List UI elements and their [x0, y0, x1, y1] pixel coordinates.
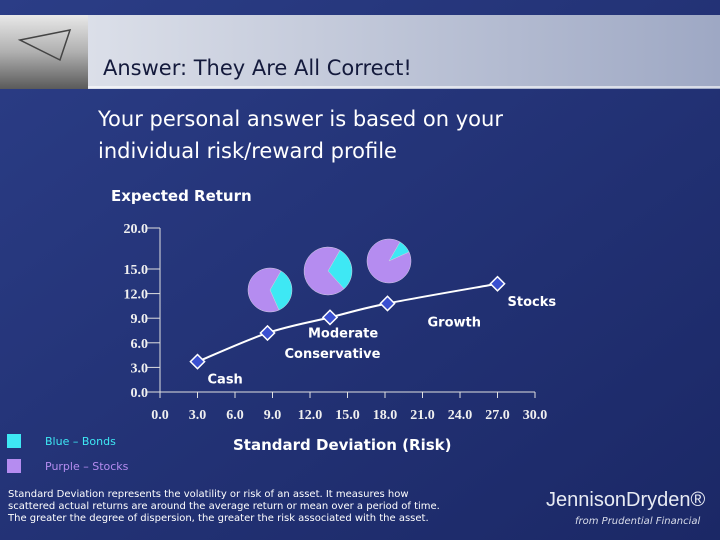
- x-tick-label: 24.0: [448, 408, 473, 423]
- x-tick-label: 12.0: [298, 408, 323, 423]
- pie-slice: [366, 238, 412, 284]
- x-tick-label: 30.0: [523, 408, 548, 423]
- y-tick-label: 15.0: [124, 263, 149, 278]
- point: [489, 275, 506, 292]
- footnote: Standard Deviation represents the volati…: [8, 489, 409, 500]
- x-tick-label: 3.0: [189, 408, 207, 423]
- x-tick-label: 0.0: [151, 408, 169, 423]
- x-tick-label: 21.0: [410, 408, 435, 423]
- x-tick-label: 15.0: [335, 408, 360, 423]
- y-tick-label: 0.0: [131, 386, 149, 401]
- x-tick-label: 18.0: [373, 408, 398, 423]
- y-tick-label: 3.0: [131, 361, 149, 376]
- x-tick-label: 27.0: [485, 408, 510, 423]
- x-axis-title: Standard Deviation (Risk): [233, 436, 451, 454]
- legend-swatch: [7, 459, 21, 473]
- y-axis-title: Expected Return: [111, 187, 252, 205]
- legend-swatch: [7, 434, 21, 448]
- point-label: Cash: [208, 373, 243, 388]
- photo-sail: [17, 29, 72, 62]
- title: Answer: They Are All Correct!: [103, 56, 412, 80]
- point-label: Growth: [428, 315, 482, 330]
- legend-label: Blue – Bonds: [45, 435, 116, 448]
- pie-slice: [327, 249, 353, 290]
- banner-rule: [88, 86, 720, 88]
- point-label: Conservative: [285, 347, 381, 362]
- point: [189, 353, 206, 370]
- y-tick-label: 6.0: [131, 337, 149, 352]
- footnote: The greater the degree of dispersion, th…: [7, 513, 429, 524]
- subtitle: Your personal answer is based on your: [97, 107, 503, 131]
- x-tick-label: 6.0: [226, 408, 244, 423]
- logo: JennisonDryden®: [546, 489, 706, 511]
- y-tick-label: 9.0: [131, 312, 149, 327]
- y-tick-label: 20.0: [124, 222, 149, 237]
- title-banner: [0, 15, 720, 89]
- x-tick-label: 9.0: [264, 408, 282, 423]
- logo-tagline: from Prudential Financial: [575, 516, 701, 527]
- point: [321, 309, 339, 326]
- pie-slice: [303, 246, 345, 296]
- legend-label: Purple – Stocks: [45, 460, 129, 473]
- y-tick-label: 12.0: [124, 288, 149, 303]
- point: [379, 295, 396, 312]
- pie-slice: [247, 267, 282, 313]
- point-label: Stocks: [508, 295, 557, 310]
- subtitle: individual risk/reward profile: [98, 139, 397, 163]
- point-label: Moderate: [308, 326, 378, 341]
- point: [259, 324, 276, 342]
- footnote: scattered actual returns are around the …: [8, 501, 440, 512]
